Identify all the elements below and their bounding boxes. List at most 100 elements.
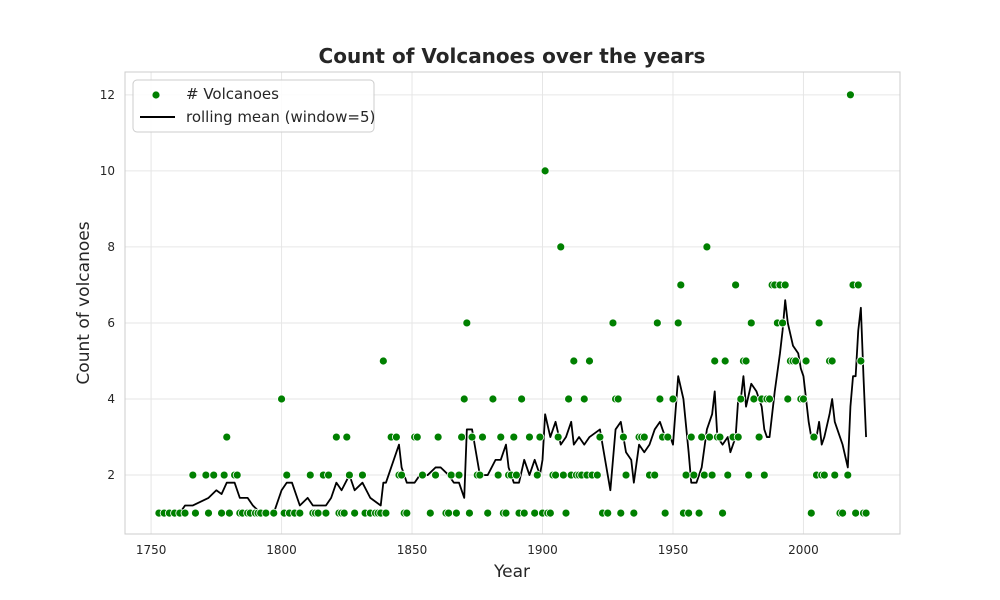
volcano-point <box>621 470 631 480</box>
volcano-point <box>697 432 707 442</box>
y-axis-label: Count of volcanoes <box>74 221 94 384</box>
volcano-point <box>446 470 456 480</box>
volcano-point <box>277 394 286 404</box>
volcano-point <box>592 470 602 480</box>
volcano-point <box>204 508 213 518</box>
volcano-point <box>846 90 855 100</box>
volcano-point <box>378 356 388 366</box>
volcano-point <box>209 470 219 480</box>
volcano-point <box>269 508 279 518</box>
volcano-point <box>603 508 613 518</box>
volcano-point <box>444 508 453 518</box>
volcano-point <box>806 508 816 518</box>
volcano-point <box>639 432 649 442</box>
volcano-point <box>339 508 349 518</box>
volcano-point <box>282 470 292 480</box>
volcano-point <box>681 470 691 480</box>
volcano-point <box>345 470 354 480</box>
y-tick-label: 12 <box>100 88 115 102</box>
volcano-point <box>342 432 352 442</box>
y-tick-label: 8 <box>107 240 115 254</box>
volcano-point <box>838 508 847 518</box>
volcano-point <box>391 432 401 442</box>
volcano-point <box>465 508 474 518</box>
volcano-point <box>723 470 733 480</box>
volcano-point <box>519 508 529 518</box>
volcano-point <box>579 394 589 404</box>
volcano-point <box>222 432 232 442</box>
volcano-point <box>488 394 498 404</box>
volcano-point <box>467 432 477 442</box>
legend-box <box>132 79 375 133</box>
volcano-point <box>655 394 665 404</box>
volcano-point <box>305 470 315 480</box>
chart-title: Count of Volcanoes over the years <box>319 44 706 68</box>
volcano-point <box>261 508 271 518</box>
volcano-point <box>569 356 579 366</box>
volcano-point <box>809 432 819 442</box>
volcano-point <box>718 508 727 518</box>
volcano-point <box>350 508 360 518</box>
volcano-point <box>217 508 226 518</box>
volcano-point <box>402 508 412 518</box>
volcano-point <box>699 470 709 480</box>
volcano-point <box>551 470 560 480</box>
volcano-point <box>741 356 751 366</box>
volcano-point <box>686 432 696 442</box>
volcano-point <box>684 508 694 518</box>
volcano-point <box>459 394 469 404</box>
volcano-point <box>493 470 503 480</box>
y-tick-label: 6 <box>107 316 115 330</box>
volcano-point <box>540 166 550 176</box>
volcano-point <box>744 470 754 480</box>
volcano-point <box>694 508 704 518</box>
volcano-point <box>509 432 519 442</box>
volcano-point <box>232 470 242 480</box>
volcano-point <box>313 508 323 518</box>
volcano-point <box>819 470 829 480</box>
legend-scatter-marker <box>151 90 161 100</box>
volcano-point <box>451 508 461 518</box>
legend: # Volcanoes rolling mean (window=5) <box>132 79 375 133</box>
volcano-point <box>830 470 840 480</box>
x-tick-label: 1750 <box>136 543 167 557</box>
volcano-point <box>702 242 712 252</box>
volcano-point <box>759 470 769 480</box>
volcano-point <box>663 432 673 442</box>
volcano-point <box>749 394 759 404</box>
volcano-point <box>478 432 487 442</box>
legend-label-volcanoes: # Volcanoes <box>186 85 279 103</box>
volcano-point <box>851 508 861 518</box>
scatter-series <box>154 90 871 518</box>
volcano-point <box>720 356 730 366</box>
volcano-point <box>418 470 427 480</box>
volcano-point <box>224 508 234 518</box>
volcano-point <box>765 394 774 404</box>
plot-frame <box>124 71 901 535</box>
volcano-point <box>483 508 493 518</box>
volcano-point <box>814 318 824 328</box>
volcano-point <box>780 280 790 290</box>
volcano-point <box>201 470 211 480</box>
rolling-mean-series <box>158 299 867 514</box>
volcano-point <box>545 508 555 518</box>
rolling-mean-line <box>158 299 867 514</box>
tick-labels: 1750 1800 1850 1900 1950 2000 2 4 6 8 10 12 <box>100 88 819 557</box>
x-axis-label: Year <box>493 562 530 582</box>
volcano-point <box>843 470 853 480</box>
volcano-point <box>564 394 573 404</box>
volcano-point <box>629 508 639 518</box>
volcano-point <box>397 470 407 480</box>
volcano-point <box>689 470 699 480</box>
volcano-point <box>710 356 720 366</box>
volcano-point <box>650 470 660 480</box>
volcano-point <box>295 508 305 518</box>
volcano-point <box>733 432 743 442</box>
volcano-point <box>558 470 568 480</box>
volcano-point <box>191 508 200 518</box>
volcano-point <box>619 432 628 442</box>
volcano-point <box>707 470 717 480</box>
volcano-point <box>746 318 756 328</box>
x-tick-label: 1950 <box>658 543 689 557</box>
volcano-point <box>754 432 764 442</box>
